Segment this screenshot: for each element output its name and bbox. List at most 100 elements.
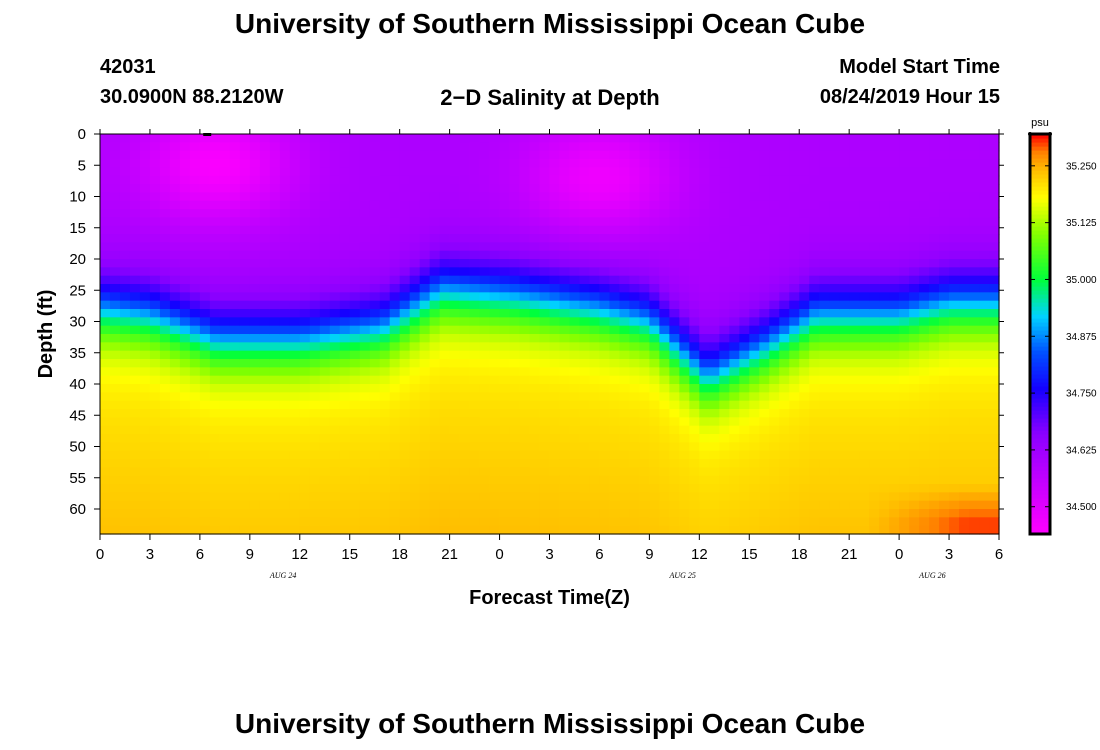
heat-cell [219,142,231,152]
heat-cell [809,225,820,235]
heat-cell [809,175,820,185]
heat-cell [789,200,800,210]
heat-cell [409,159,421,168]
heat-cell [179,409,191,418]
heat-cell [459,400,471,410]
heat-cell [369,467,381,477]
heat-cell [759,184,770,193]
heat-cell [109,434,121,443]
heat-cell [309,392,321,402]
colorbar-cell [1030,486,1050,491]
heat-cell [859,142,870,152]
heat-cell [869,334,880,343]
heat-cell [469,325,481,335]
heat-cell [100,384,111,393]
heat-cell [639,134,650,143]
heat-cell [439,350,451,360]
heat-cell [779,192,790,202]
heat-cell [569,150,581,160]
heat-cell [509,175,521,185]
heat-cell [389,500,401,510]
heat-cell [539,175,551,185]
heat-cell [649,442,660,452]
heat-cell [459,367,471,377]
heat-cell [499,492,511,502]
heat-cell [839,425,850,435]
heat-cell [969,342,980,352]
heat-cell [609,367,621,377]
heat-cell [539,209,551,218]
heat-cell [469,159,481,168]
heat-cell [559,425,571,435]
heat-cell [679,525,690,535]
heat-cell [319,200,331,210]
heat-cell [559,467,571,477]
heat-cell [719,292,730,302]
heat-cell [229,409,241,418]
heat-cell [129,167,141,177]
heat-cell [449,417,461,427]
heat-cell [789,225,800,235]
heat-cell [419,517,431,527]
heat-cell [279,234,291,243]
heat-cell [609,275,621,285]
heat-cell [549,359,561,368]
heat-cell [319,384,331,393]
heat-cell [469,175,481,185]
heat-cell [179,525,191,535]
heat-cell [149,250,161,260]
heat-cell [809,284,820,293]
heat-cell [709,525,720,535]
heat-cell [719,200,730,210]
heat-cell [100,192,111,202]
heat-cell [989,259,1000,268]
heat-cell [829,275,840,285]
colorbar-unit: psu [1031,117,1049,129]
heat-cell [529,484,541,493]
heat-cell [779,459,790,468]
heat-cell [869,375,880,385]
heat-cell [529,284,541,293]
heat-cell [319,492,331,502]
heat-cell [289,167,301,177]
heat-cell [909,259,920,268]
heat-cell [519,300,531,310]
heat-cell [759,400,770,410]
heat-cell [649,192,660,202]
heat-cell [669,392,680,402]
heat-cell [609,284,621,293]
heat-cell [639,475,650,485]
heat-cell [239,209,251,218]
heat-cell [889,392,900,402]
heat-cell [219,184,231,193]
heat-cell [949,350,960,360]
heat-cell [499,167,511,177]
heat-cell [659,375,670,385]
heat-cell [459,409,471,418]
colorbar-cell [1030,226,1050,231]
heat-cell [399,517,411,527]
heat-cell [579,467,591,477]
heat-cell [599,359,611,368]
heat-cell [579,517,591,527]
heat-cell [579,400,591,410]
heat-cell [879,484,890,493]
heat-cell [859,300,870,310]
heat-cell [579,225,591,235]
heat-cell [299,375,311,385]
heat-cell [899,342,910,352]
heat-cell [849,417,860,427]
heat-cell [739,209,750,218]
heat-cell [309,234,321,243]
heat-cell [829,434,840,443]
heat-cell [949,509,960,518]
heat-cell [169,350,181,360]
heat-cell [869,484,880,493]
heat-cell [269,375,281,385]
heat-cell [399,492,411,502]
heat-cell [269,267,281,277]
heat-cell [879,250,890,260]
heat-cell [489,434,501,443]
heat-cell [459,192,471,202]
heat-cell [199,492,211,502]
